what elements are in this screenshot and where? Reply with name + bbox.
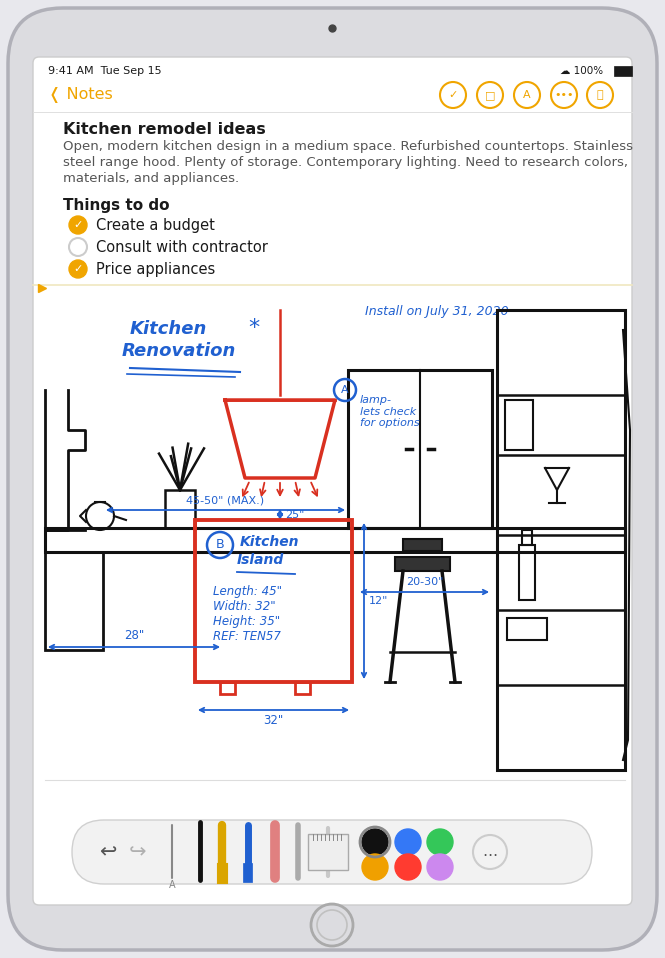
Text: materials, and appliances.: materials, and appliances.	[63, 172, 239, 185]
Bar	[519, 545, 535, 600]
Text: …: …	[482, 845, 497, 859]
Text: 28": 28"	[124, 629, 144, 642]
Circle shape	[427, 829, 453, 855]
Text: ↪: ↪	[129, 842, 147, 862]
Text: Kitchen: Kitchen	[130, 320, 207, 338]
Text: Kitchen remodel ideas: Kitchen remodel ideas	[63, 122, 266, 137]
Text: A: A	[169, 880, 176, 890]
Circle shape	[395, 829, 421, 855]
Text: 9:41 AM  Tue Sep 15: 9:41 AM Tue Sep 15	[48, 66, 162, 76]
Text: Create a budget: Create a budget	[96, 218, 215, 233]
Circle shape	[69, 216, 87, 234]
Text: 45-50" (MAX.): 45-50" (MAX.)	[186, 495, 265, 505]
Text: A: A	[523, 90, 531, 100]
Bar	[614, 66, 632, 76]
FancyBboxPatch shape	[8, 8, 657, 950]
Text: 20-30": 20-30"	[406, 577, 443, 587]
Bar	[507, 618, 547, 640]
Text: 25": 25"	[285, 510, 305, 519]
Text: Open, modern kitchen design in a medium space. Refurbished countertops. Stainles: Open, modern kitchen design in a medium …	[63, 140, 633, 153]
FancyBboxPatch shape	[72, 820, 592, 884]
Text: ✓: ✓	[73, 220, 82, 230]
Bar	[395, 557, 450, 571]
Text: ↩: ↩	[99, 842, 117, 862]
Text: lamp-
lets check
for options: lamp- lets check for options	[360, 395, 420, 428]
Text: ✓: ✓	[73, 264, 82, 274]
Bar	[220, 682, 235, 694]
FancyBboxPatch shape	[33, 57, 632, 905]
Circle shape	[362, 854, 388, 880]
Bar	[348, 370, 492, 528]
Bar	[295, 682, 310, 694]
Circle shape	[69, 260, 87, 278]
Text: Length: 45"
Width: 32"
Height: 35"
REF: TEN57: Length: 45" Width: 32" Height: 35" REF: …	[213, 585, 282, 643]
Bar	[522, 530, 532, 545]
Text: □: □	[485, 90, 495, 100]
Bar	[195, 520, 352, 682]
Text: 32": 32"	[263, 714, 284, 727]
Text: ☁ 100%: ☁ 100%	[560, 66, 603, 76]
Bar	[45, 552, 103, 650]
Text: ✓: ✓	[448, 90, 458, 100]
Bar	[165, 490, 195, 528]
Text: Things to do: Things to do	[63, 198, 170, 213]
Text: B: B	[215, 538, 224, 552]
Bar	[403, 539, 442, 551]
Text: ⮺: ⮺	[597, 90, 603, 100]
Circle shape	[427, 854, 453, 880]
Text: A: A	[341, 385, 349, 395]
Text: ❬ Notes: ❬ Notes	[48, 87, 113, 103]
Text: Island: Island	[237, 553, 284, 567]
Circle shape	[395, 854, 421, 880]
Bar	[308, 834, 348, 870]
Bar	[497, 310, 625, 770]
Text: •••: •••	[554, 90, 574, 100]
Text: Consult with contractor: Consult with contractor	[96, 240, 268, 255]
Text: Renovation: Renovation	[122, 342, 236, 360]
Text: *: *	[248, 318, 259, 338]
Text: steel range hood. Plenty of storage. Contemporary lighting. Need to research col: steel range hood. Plenty of storage. Con…	[63, 156, 628, 169]
Circle shape	[362, 829, 388, 855]
Text: Price appliances: Price appliances	[96, 262, 215, 277]
Text: Install on July 31, 2020: Install on July 31, 2020	[365, 305, 509, 318]
Text: Kitchen: Kitchen	[240, 535, 299, 549]
Bar	[505, 400, 533, 450]
Text: 12": 12"	[369, 596, 388, 606]
Bar	[45, 528, 625, 552]
